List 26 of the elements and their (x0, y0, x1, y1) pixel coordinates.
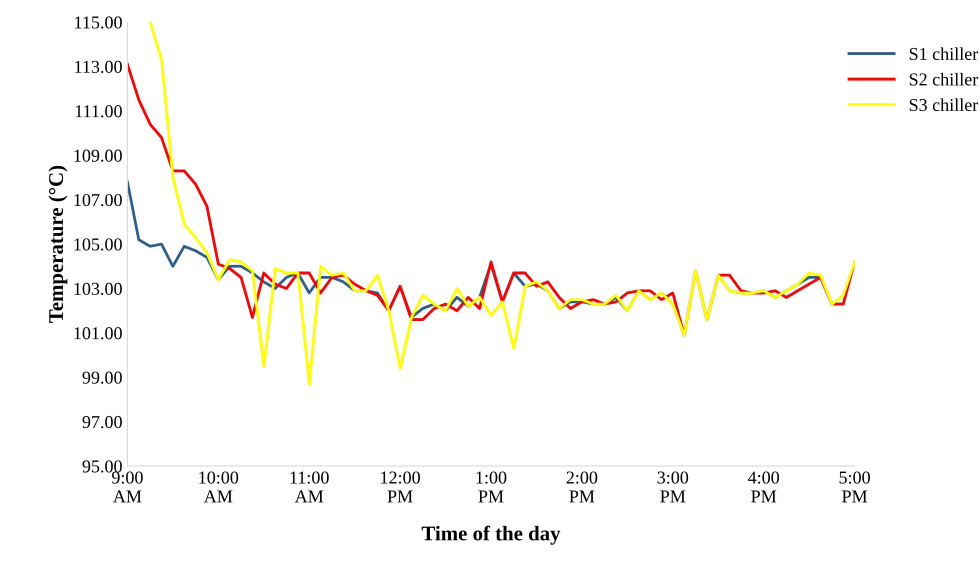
y-tick-label: 115.00 (75, 16, 122, 29)
legend-label: S3 chiller (910, 98, 978, 112)
y-tick-label: 109.00 (74, 150, 122, 162)
x-tick-label: 12:00 PM (381, 471, 420, 502)
y-tick-label: 103.00 (74, 282, 122, 296)
legend-label: S2 chiller (910, 72, 978, 86)
x-axis-title: Time of the day (422, 526, 560, 545)
x-tick-label: 4:00 PM (748, 471, 780, 502)
y-tick-label: 97.00 (82, 416, 122, 428)
y-tick-label: 99.00 (82, 372, 122, 384)
x-tick-label: 1:00 PM (476, 471, 506, 502)
x-tick-label: 5:00 PM (840, 471, 870, 502)
y-tick-label: 113.00 (75, 60, 122, 74)
y-tick-label: 111.00 (76, 105, 122, 118)
x-tick-label: 3:00 PM (658, 471, 688, 502)
x-tick-label: 11:00 AM (290, 471, 329, 502)
line-series (148, 22, 855, 386)
x-tick-label: 10:00 AM (199, 471, 238, 502)
y-tick-label: 105.00 (74, 238, 122, 251)
y-axis-title: Temperature (°C) (48, 166, 68, 323)
y-tick-label: 101.00 (74, 327, 122, 340)
legend-label: S1 chiller (910, 47, 978, 60)
x-tick-label: 9:00 AM (112, 471, 143, 502)
y-tick-label: 95.00 (82, 460, 122, 473)
x-tick-label: 2:00 PM (566, 471, 598, 502)
y-tick-label: 107.00 (74, 194, 122, 206)
